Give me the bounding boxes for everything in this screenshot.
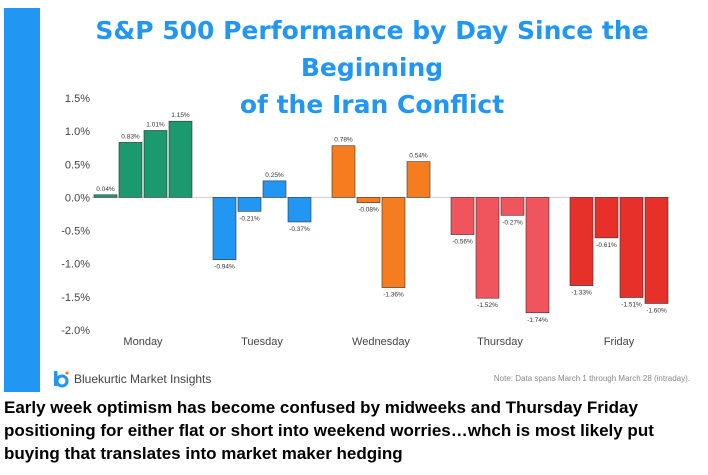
- bar-wednesday-1: [331, 145, 356, 198]
- y-tick-label: -1.5%: [61, 292, 90, 304]
- bar-thursday-3: [500, 197, 525, 216]
- y-tick-label: 1.5%: [65, 93, 90, 105]
- y-tick-label: 0.5%: [65, 159, 90, 171]
- bar-friday-4: [644, 197, 669, 304]
- bar-monday-4: [168, 120, 193, 198]
- y-tick-label: 0.0%: [65, 192, 90, 204]
- chart-title-line-2: of the Iran Conflict: [239, 90, 505, 119]
- bar-tuesday-1: [212, 197, 237, 261]
- data-label: -1.36%: [383, 292, 404, 299]
- bar-monday-2: [118, 142, 143, 198]
- bar-wednesday-4: [406, 161, 431, 198]
- y-tick-label: -0.5%: [61, 226, 90, 238]
- x-category-label: Thursday: [477, 336, 523, 348]
- bar-wednesday-3: [381, 197, 406, 288]
- data-label: 0.54%: [409, 153, 428, 160]
- brand: Bluekurtic Market Insights: [52, 370, 211, 388]
- data-label: -1.51%: [621, 302, 642, 309]
- bar-chart: 1.5% 1.0% 0.5% 0.0% -0.5% -1.0% -1.5% -2.0% 0.04…: [61, 93, 670, 348]
- bar-friday-3: [619, 197, 644, 298]
- data-label: -0.56%: [452, 239, 473, 246]
- bar-thursday-1: [450, 197, 475, 235]
- y-tick-label: -2.0%: [61, 325, 90, 337]
- data-label: -1.52%: [477, 302, 498, 309]
- chart-title-line-1: S&P 500 Performance by Day Since the Beg…: [95, 16, 649, 82]
- data-note: Note: Data spans March 1 through March 2…: [493, 374, 690, 383]
- data-label: 0.25%: [265, 172, 284, 179]
- data-label: -0.21%: [239, 215, 260, 222]
- data-label: -1.60%: [646, 307, 667, 314]
- bar-thursday-2: [475, 197, 500, 299]
- x-category-label: Monday: [123, 336, 163, 348]
- data-label: -1.33%: [571, 290, 592, 297]
- data-label: 0.83%: [121, 133, 140, 140]
- bar-tuesday-3: [262, 180, 287, 198]
- data-label: 1.01%: [146, 121, 165, 128]
- y-tick-label: -1.0%: [61, 259, 90, 271]
- bar-friday-1: [569, 197, 594, 286]
- data-label: 0.78%: [334, 137, 353, 144]
- bluekurtic-logo-icon: [54, 371, 69, 388]
- brand-name: Bluekurtic Market Insights: [74, 372, 212, 386]
- x-category-label: Friday: [604, 336, 635, 348]
- data-label: -0.94%: [214, 264, 235, 271]
- data-label: 1.15%: [171, 112, 190, 119]
- bar-tuesday-2: [237, 197, 262, 212]
- left-accent-bar: [4, 8, 40, 392]
- chart-title: S&P 500 Performance by Day Since the Beg…: [40, 12, 704, 123]
- data-label: -0.61%: [596, 242, 617, 249]
- data-label: -0.27%: [502, 219, 523, 226]
- y-tick-label: 1.0%: [65, 126, 90, 138]
- bar-thursday-4: [525, 197, 550, 314]
- bar-monday-1: [93, 194, 118, 198]
- x-category-label: Tuesday: [241, 336, 283, 348]
- data-label: -0.08%: [358, 207, 379, 214]
- data-label: 0.04%: [96, 186, 115, 193]
- chart-card: S&P 500 Performance by Day Since the Beg…: [40, 8, 704, 392]
- bar-wednesday-2: [356, 197, 381, 204]
- bar-friday-2: [594, 197, 619, 239]
- data-label: -1.74%: [527, 317, 548, 324]
- data-label: -0.37%: [289, 226, 310, 233]
- bar-monday-3: [143, 130, 168, 198]
- caption-text: Early week optimism has become confused …: [4, 398, 654, 463]
- x-category-label: Wednesday: [352, 336, 410, 348]
- bar-tuesday-4: [287, 197, 312, 223]
